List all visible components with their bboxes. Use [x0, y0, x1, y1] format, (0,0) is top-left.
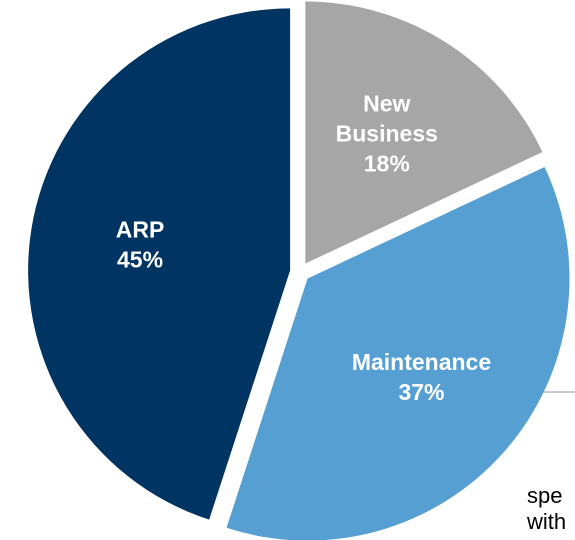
pie-slice: [226, 167, 570, 540]
category-label: Maintenance: [352, 349, 491, 375]
annotation: with: [526, 509, 566, 534]
pie-slice: [28, 8, 291, 520]
pie-slice: [305, 1, 543, 264]
category-label: New Business: [336, 90, 438, 146]
annotation: spe: [527, 483, 562, 508]
value-label: 45%: [117, 247, 163, 273]
value-label: 18%: [364, 150, 410, 176]
value-label: 37%: [398, 379, 444, 405]
category-label: ARP: [116, 217, 165, 243]
